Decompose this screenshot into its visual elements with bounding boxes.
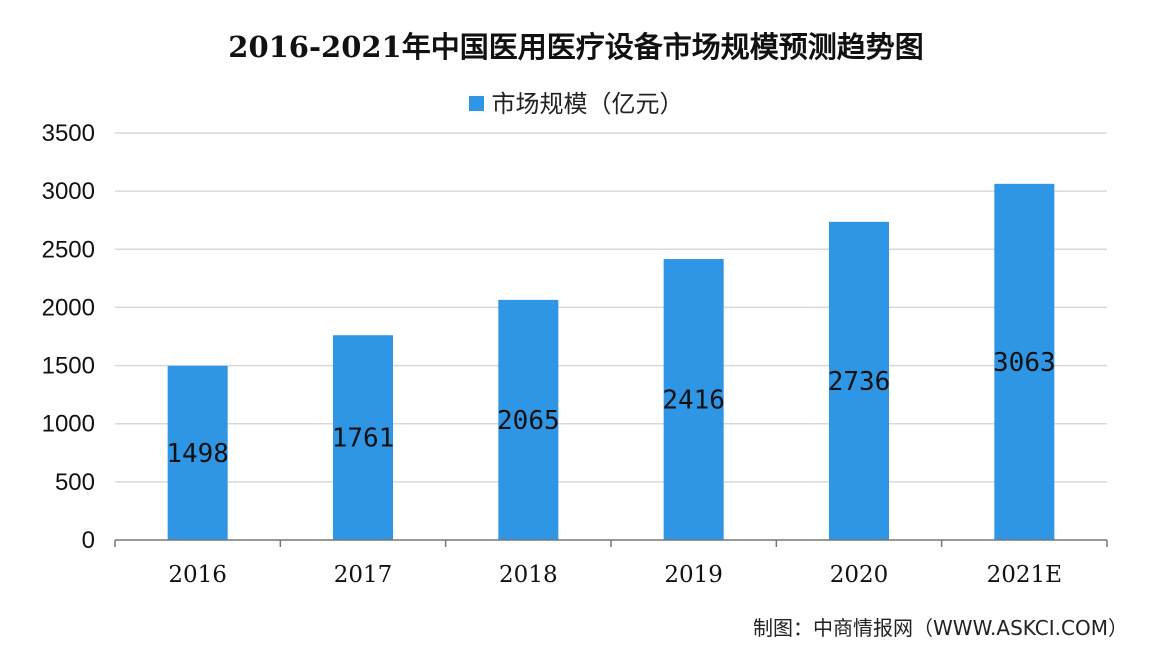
y-tick-label: 3000 [42, 178, 95, 205]
y-tick-label: 500 [55, 469, 95, 496]
x-tick-label-2019: 2019 [664, 562, 723, 588]
data-label-2020: 2736 [828, 367, 891, 397]
legend-swatch [468, 95, 484, 111]
x-tick-label-2016: 2016 [168, 562, 227, 588]
y-tick-label: 1500 [42, 353, 95, 380]
bar-2021E [994, 183, 1055, 540]
chart-credit: 制图：中商情报网（WWW.ASKCI.COM） [753, 616, 1128, 640]
y-tick-label: 2500 [42, 236, 95, 263]
bar-2016 [167, 365, 228, 540]
data-label-2017: 1761 [332, 424, 395, 454]
x-tick-label-2021E: 2021E [987, 562, 1062, 588]
x-tick-label-2020: 2020 [830, 562, 889, 588]
data-label-2018: 2065 [497, 406, 560, 436]
data-label-2021E: 3063 [993, 348, 1056, 378]
y-tick-label: 1000 [42, 411, 95, 438]
bar-2017 [333, 335, 393, 540]
y-tick-label: 3500 [42, 120, 95, 147]
chart-title: 2016-2021年中国医用医疗设备市场规模预测趋势图 [228, 30, 924, 64]
x-tick-label-2018: 2018 [499, 562, 558, 588]
bar-2019 [663, 259, 724, 540]
x-tick-label-2017: 2017 [334, 562, 393, 588]
data-label-2016: 1498 [166, 439, 229, 469]
legend: 市场规模（亿元） [0, 84, 1152, 119]
legend-label: 市场规模（亿元） [491, 90, 684, 118]
y-tick-label: 0 [82, 527, 95, 554]
bar-2020 [829, 221, 889, 540]
bar-2018 [498, 299, 559, 540]
y-tick-label: 2000 [42, 294, 95, 321]
data-label-2019: 2416 [662, 386, 725, 416]
